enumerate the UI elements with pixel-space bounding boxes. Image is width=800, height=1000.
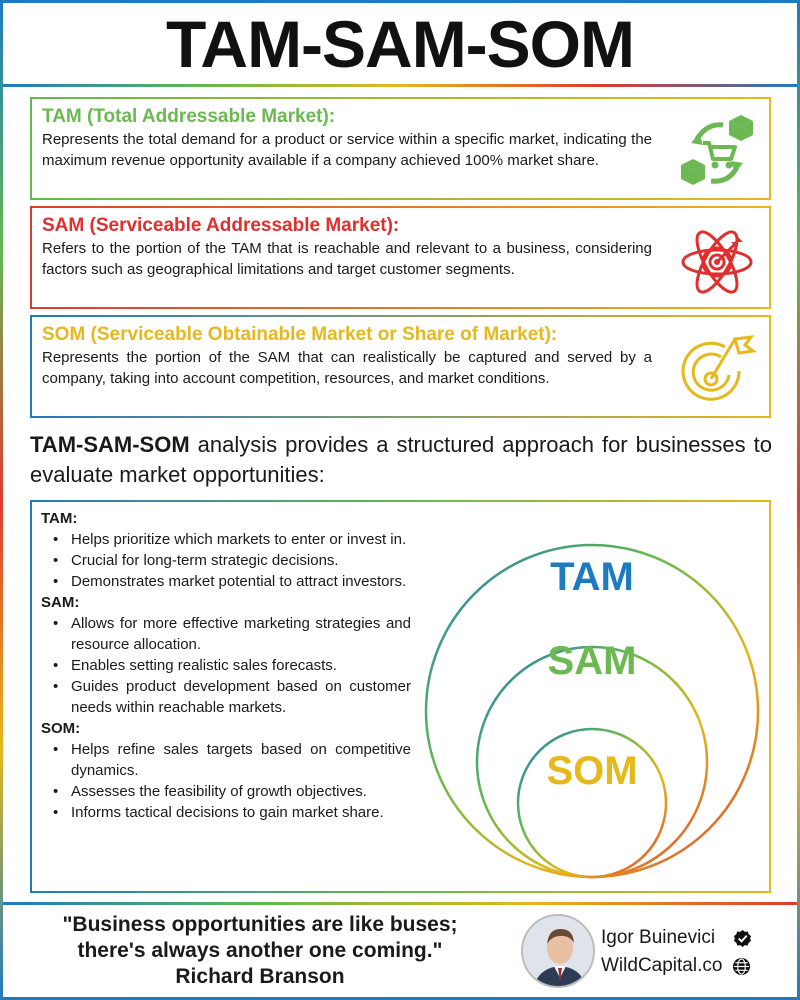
benefits-box: TAM: Helps prioritize which markets to e… — [30, 500, 771, 893]
som-circle-label: SOM — [546, 749, 637, 793]
list-item: Helps refine sales targets based on comp… — [41, 739, 411, 781]
som-circle — [516, 727, 668, 879]
benefits-som-list: Helps refine sales targets based on comp… — [41, 739, 411, 823]
page-title: TAM-SAM-SOM — [165, 7, 635, 81]
avatar — [521, 914, 595, 988]
intro-bold: TAM-SAM-SOM — [30, 432, 190, 457]
sam-definition-box: SAM (Serviceable Addressable Market): Re… — [30, 206, 771, 309]
tam-circle-label: TAM — [550, 555, 634, 599]
target-flag-icon — [681, 335, 757, 401]
author-site[interactable]: WildCapital.co — [601, 955, 723, 976]
quote-author: Richard Branson — [175, 965, 345, 988]
list-item: Helps prioritize which markets to enter … — [41, 529, 411, 550]
sam-circle-label: SAM — [548, 639, 637, 683]
list-item: Allows for more effective marketing stra… — [41, 613, 411, 655]
list-item: Enables setting realistic sales forecast… — [41, 655, 411, 676]
intro-text: analysis provides a structured approach … — [30, 432, 772, 487]
quote-line-1: "Business opportunities are like buses; — [62, 913, 458, 936]
sam-heading: SAM (Serviceable Addressable Market): — [42, 215, 400, 236]
list-item: Demonstrates market potential to attract… — [41, 571, 411, 592]
author-name: Igor Buinevici — [601, 927, 716, 948]
title-divider — [3, 84, 797, 87]
list-item: Informs tactical decisions to gain marke… — [41, 802, 411, 823]
benefits-tam-list: Helps prioritize which markets to enter … — [41, 529, 411, 592]
cart-cycle-icon — [681, 115, 753, 185]
list-item: Assesses the feasibility of growth objec… — [41, 781, 411, 802]
author-card: Igor Buinevici WildCapital.co — [521, 912, 791, 992]
benefits-sam-label: SAM: — [41, 594, 80, 611]
quote-block: "Business opportunities are like buses; … — [40, 912, 480, 990]
benefits-tam-label: TAM: — [41, 510, 78, 527]
target-atom-icon — [681, 230, 753, 294]
tam-sam-som-diagram: TAM SAM SOM — [424, 543, 760, 879]
tam-definition-box: TAM (Total Addressable Market): Represen… — [30, 97, 771, 200]
globe-icon — [732, 957, 751, 976]
list-item: Crucial for long-term strategic decision… — [41, 550, 411, 571]
som-heading: SOM (Serviceable Obtainable Market or Sh… — [42, 324, 558, 345]
intro-paragraph: TAM-SAM-SOM analysis provides a structur… — [30, 430, 772, 490]
quote-line-2: there's always another one coming." — [77, 939, 443, 962]
benefits-sam-list: Allows for more effective marketing stra… — [41, 613, 411, 718]
som-definition-box: SOM (Serviceable Obtainable Market or Sh… — [30, 315, 771, 418]
list-item: Guides product development based on cust… — [41, 676, 411, 718]
footer-divider — [3, 902, 797, 905]
sam-description: Refers to the portion of the TAM that is… — [42, 240, 652, 278]
benefits-list: TAM: Helps prioritize which markets to e… — [41, 508, 411, 823]
tam-description: Represents the total demand for a produc… — [42, 131, 652, 169]
benefits-som-label: SOM: — [41, 720, 81, 737]
verified-check-icon — [733, 929, 752, 948]
som-description: Represents the portion of the SAM that c… — [42, 349, 652, 387]
tam-heading: TAM (Total Addressable Market): — [42, 106, 336, 127]
